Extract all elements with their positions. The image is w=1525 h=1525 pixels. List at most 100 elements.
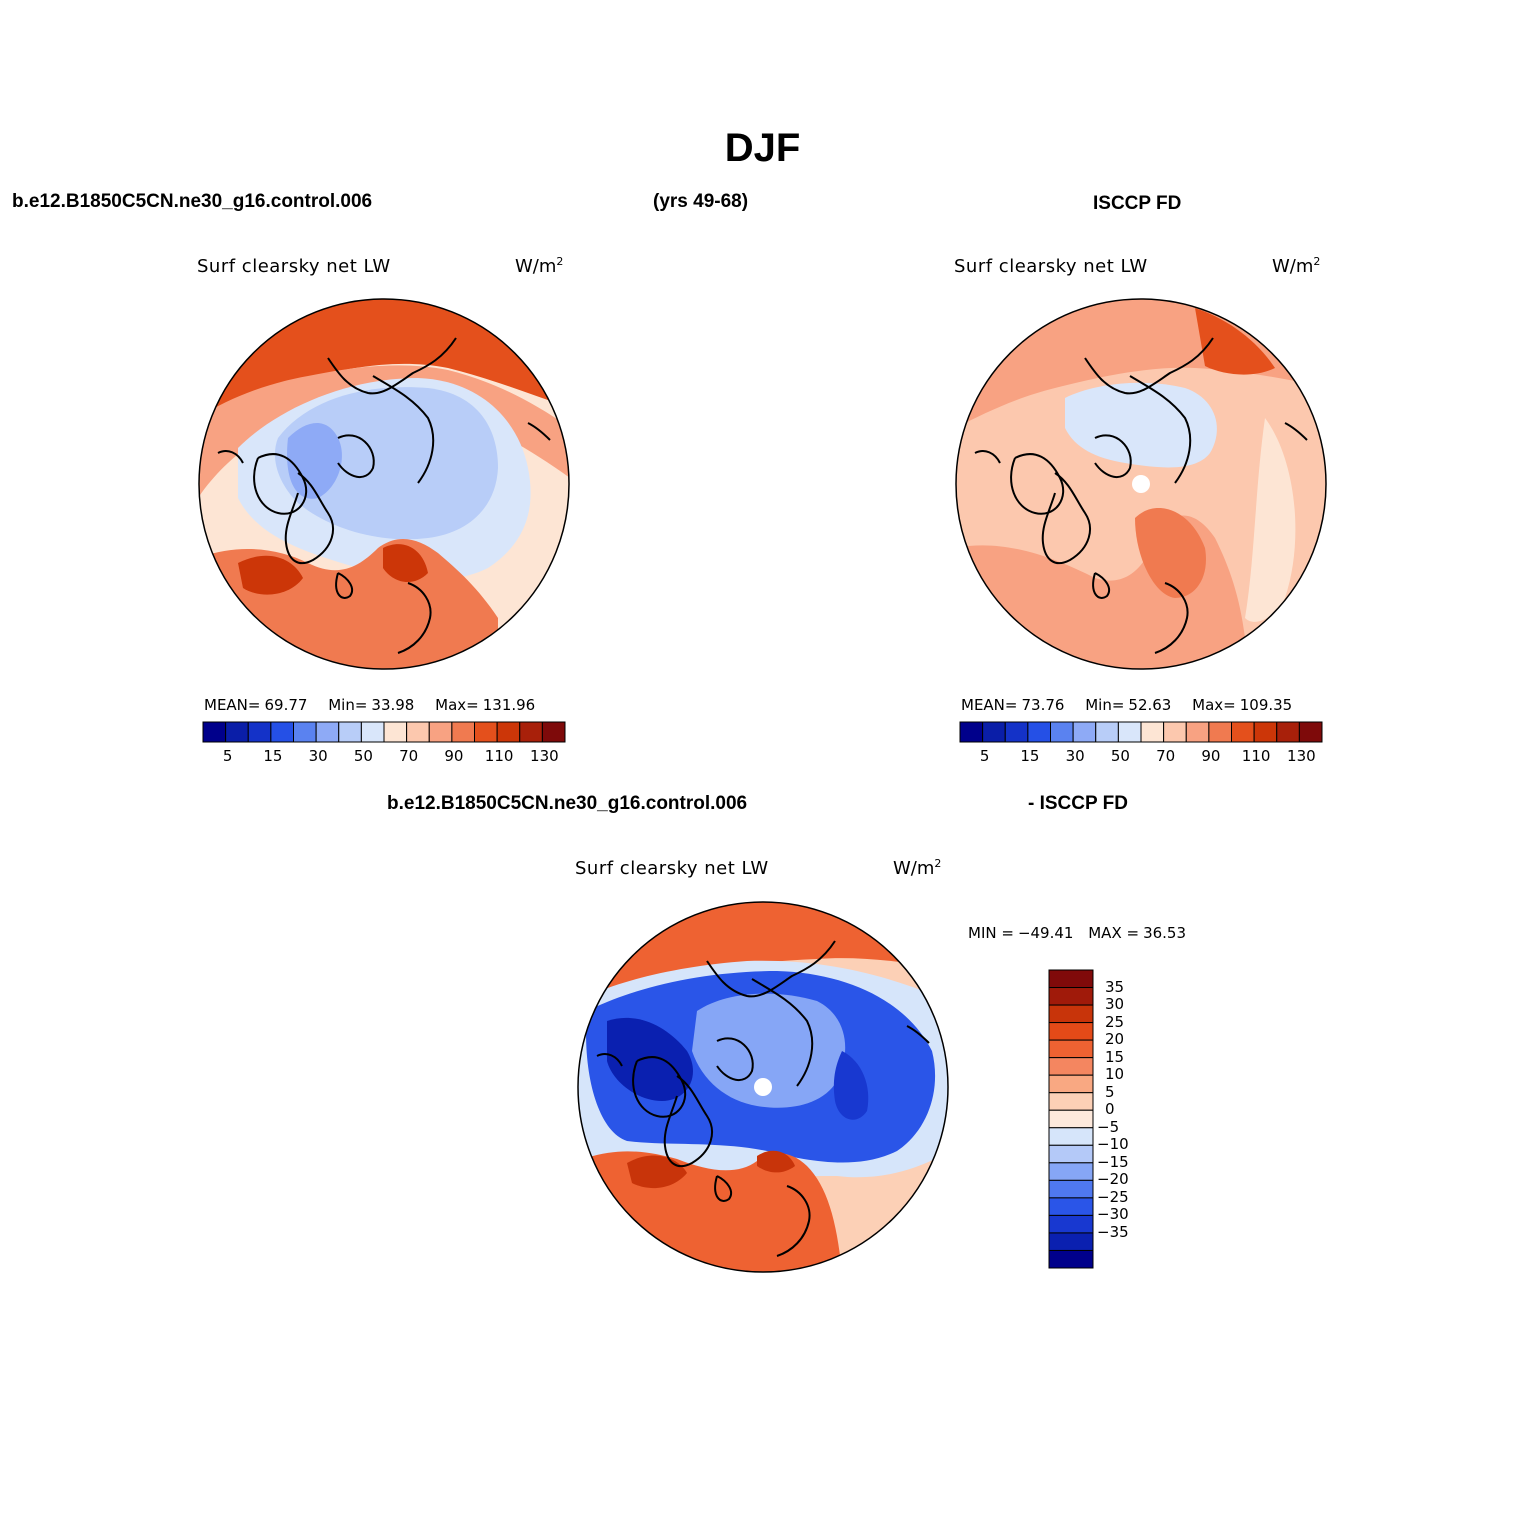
colorbar-tick-label: 30 (1065, 747, 1085, 765)
colorbar-tick-label: −10 (1097, 1135, 1129, 1154)
colorbar-tick-label: 10 (1105, 1065, 1125, 1084)
colorbar-tick-label: 50 (1110, 747, 1130, 765)
colorbar-box (1072, 721, 1097, 743)
model-colorbar-ticks: 5 15 30 50 70 90 110 130 (203, 747, 565, 767)
colorbar-tick-label: 90 (1201, 747, 1221, 765)
colorbar-box (1276, 721, 1300, 743)
colorbar-box (496, 721, 521, 743)
colorbar-box (1298, 721, 1323, 743)
colorbar-box (1048, 1162, 1094, 1181)
colorbar-box (1048, 1197, 1094, 1216)
colorbar-tick-label: −15 (1097, 1152, 1129, 1171)
colorbar-box (1163, 721, 1187, 743)
colorbar-tick-label: 130 (530, 747, 559, 765)
obs-name-header: ISCCP FD (1093, 193, 1182, 214)
colorbar-tick-label: −30 (1097, 1205, 1129, 1224)
colorbar-tick-label: −25 (1097, 1187, 1129, 1206)
colorbar-box (1048, 1092, 1094, 1111)
colorbar-box (293, 721, 317, 743)
colorbar-box (1048, 1144, 1094, 1164)
colorbar-box (1231, 721, 1255, 743)
obs-plot-title: Surf clearsky net LW (954, 256, 1148, 277)
colorbar-tick-label: 70 (1156, 747, 1176, 765)
colorbar-box (1048, 1249, 1094, 1269)
colorbar-box (474, 721, 498, 743)
diff-pole-hole (754, 1078, 772, 1096)
model-coastlines (217, 337, 551, 654)
diff-field-canada-min (607, 1017, 693, 1101)
colorbar-box (519, 721, 543, 743)
colorbar-tick-label: 50 (353, 747, 373, 765)
obs-coastlines (974, 337, 1308, 654)
colorbar-tick-label: 30 (1105, 995, 1125, 1014)
colorbar-box (360, 721, 385, 743)
colorbar-box (541, 721, 566, 743)
colorbar-box (383, 721, 408, 743)
diff-map-border (577, 901, 949, 1273)
colorbar-tick-label: 30 (308, 747, 328, 765)
colorbar-box (1208, 721, 1232, 743)
colorbar-tick-label: 110 (484, 747, 514, 765)
colorbar-box (1048, 1039, 1094, 1059)
colorbar-box (247, 721, 272, 743)
colorbar-box (1117, 721, 1142, 743)
colorbar-tick-label: 15 (1020, 747, 1040, 765)
colorbar-tick-label: 0 (1105, 1100, 1115, 1119)
colorbar-tick-label: 5 (222, 747, 233, 765)
obs-units: W/m2 (1272, 255, 1321, 277)
diff-field-max-east (757, 1150, 795, 1173)
colorbar-tick-label: 25 (1105, 1012, 1125, 1031)
colorbar-box (1095, 721, 1119, 743)
colorbar-box (202, 721, 227, 743)
diff-colorbar (1048, 969, 1094, 1269)
colorbar-box (1004, 721, 1029, 743)
obs-colorbar (959, 721, 1323, 743)
colorbar-tick-label: 70 (399, 747, 419, 765)
model-colorbar (202, 721, 566, 743)
colorbar-box (1048, 1074, 1094, 1094)
case-name-header: b.e12.B1850C5CN.ne30_g16.control.006 (12, 191, 373, 212)
colorbar-tick-label: 15 (1105, 1047, 1125, 1066)
diff-obs-name-header: - ISCCP FD (1028, 793, 1128, 814)
colorbar-box (1048, 1214, 1094, 1234)
colorbar-box (1048, 1179, 1094, 1199)
colorbar-box (1048, 987, 1094, 1006)
colorbar-box (982, 721, 1006, 743)
colorbar-tick-label: 20 (1105, 1030, 1125, 1049)
obs-field-arctic (1065, 382, 1217, 468)
colorbar-box (1185, 721, 1210, 743)
colorbar-box (270, 721, 294, 743)
model-units: W/m2 (515, 255, 564, 277)
colorbar-box (1048, 1004, 1094, 1024)
season-title: DJF (724, 126, 801, 170)
colorbar-tick-label: 90 (444, 747, 464, 765)
diff-plot-title: Surf clearsky net LW (575, 858, 769, 879)
colorbar-tick-label: 15 (263, 747, 283, 765)
diff-units: W/m2 (893, 857, 942, 879)
diff-stats: MIN = −49.41 MAX = 36.53 (968, 924, 1187, 942)
colorbar-tick-label: 5 (979, 747, 990, 765)
colorbar-box (1048, 1127, 1094, 1146)
colorbar-box (1048, 969, 1094, 989)
model-polar-map (198, 298, 570, 670)
colorbar-tick-label: −35 (1097, 1222, 1129, 1241)
colorbar-box (1048, 1022, 1094, 1041)
colorbar-box (1253, 721, 1278, 743)
colorbar-box (1140, 721, 1165, 743)
colorbar-tick-label: 110 (1241, 747, 1271, 765)
colorbar-box (1048, 1232, 1094, 1251)
obs-field (956, 299, 1326, 669)
colorbar-box (225, 721, 249, 743)
years-header: (yrs 49-68) (653, 191, 749, 212)
colorbar-box (406, 721, 430, 743)
model-field (199, 299, 569, 669)
diff-field-atlantic (578, 1151, 842, 1272)
diff-colorbar-ticks: 35 30 25 20 15 10 5 0 −5 −10 −15 −20 −25 −30 −35 (1097, 970, 1157, 1268)
model-field-max-east (383, 544, 428, 583)
colorbar-tick-label: −20 (1097, 1170, 1129, 1189)
model-field-arctic (274, 387, 498, 540)
obs-field-east-pale (1245, 418, 1296, 622)
obs-field-norway (1135, 508, 1206, 598)
colorbar-box (1048, 1057, 1094, 1076)
diff-case-name-header: b.e12.B1850C5CN.ne30_g16.control.006 (387, 793, 748, 814)
